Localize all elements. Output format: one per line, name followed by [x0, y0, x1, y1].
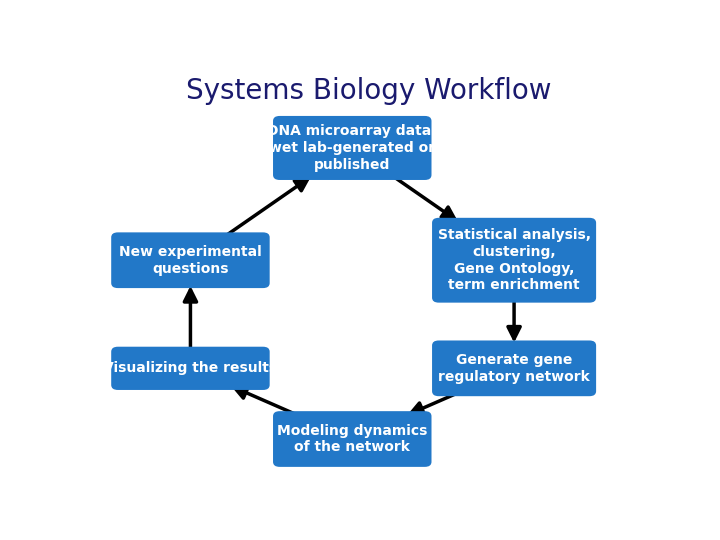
Text: New experimental
questions: New experimental questions	[119, 245, 262, 275]
FancyBboxPatch shape	[273, 116, 431, 180]
FancyBboxPatch shape	[432, 341, 596, 396]
Text: Generate gene
regulatory network: Generate gene regulatory network	[438, 353, 590, 384]
Text: DNA microarray data:
wet lab-generated or
published: DNA microarray data: wet lab-generated o…	[267, 124, 437, 172]
Text: Modeling dynamics
of the network: Modeling dynamics of the network	[277, 424, 428, 454]
Text: Visualizing the results: Visualizing the results	[104, 361, 277, 375]
FancyBboxPatch shape	[432, 218, 596, 302]
Text: Statistical analysis,
clustering,
Gene Ontology,
term enrichment: Statistical analysis, clustering, Gene O…	[438, 228, 590, 292]
FancyBboxPatch shape	[273, 411, 431, 467]
FancyBboxPatch shape	[111, 232, 270, 288]
Text: Systems Biology Workflow: Systems Biology Workflow	[186, 77, 552, 105]
FancyBboxPatch shape	[111, 347, 270, 390]
